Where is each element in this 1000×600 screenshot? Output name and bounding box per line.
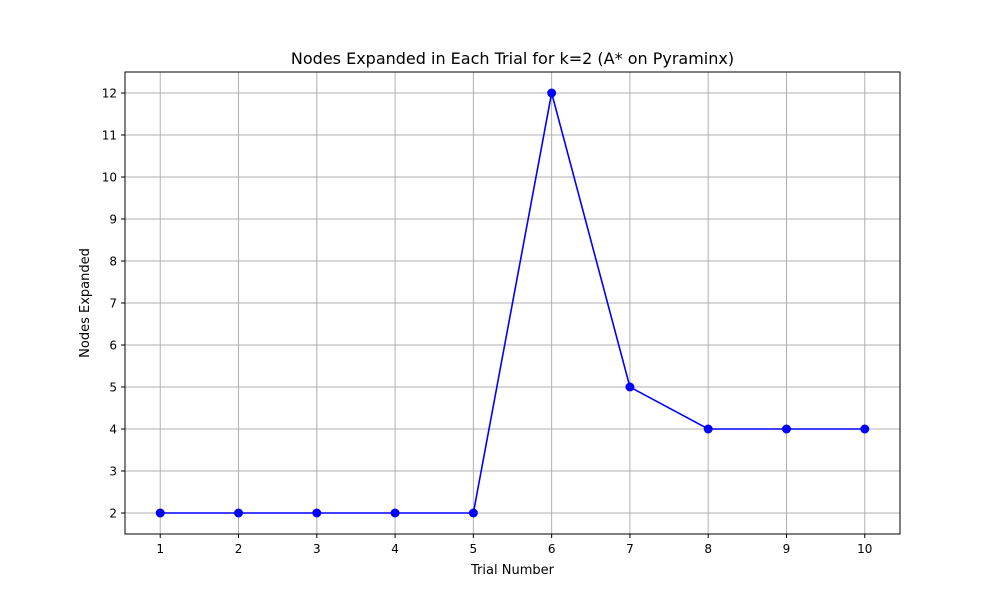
data-point (312, 508, 322, 518)
x-tick-label: 5 (470, 542, 478, 556)
x-tick-label: 8 (704, 542, 712, 556)
x-tick-label: 4 (391, 542, 399, 556)
data-point (703, 424, 713, 434)
data-point (625, 382, 635, 392)
y-tick-label: 11 (102, 129, 117, 143)
x-tick-label: 10 (857, 542, 872, 556)
x-tick-label: 2 (235, 542, 243, 556)
series-line (160, 92, 865, 514)
data-point (234, 508, 244, 518)
y-tick-label: 7 (109, 297, 117, 311)
y-tick-label: 10 (102, 171, 117, 185)
data-point (155, 508, 165, 518)
x-tick-label: 1 (156, 542, 164, 556)
y-tick-label: 9 (109, 213, 117, 227)
x-tick-label: 7 (626, 542, 634, 556)
y-tick-label: 2 (109, 507, 117, 521)
x-tick-label: 9 (783, 542, 791, 556)
plot-frame (124, 71, 901, 535)
series-layer (155, 88, 870, 518)
y-tick-label: 6 (109, 339, 117, 353)
y-axis-label: Nodes Expanded (78, 248, 93, 358)
chart-title: Nodes Expanded in Each Trial for k=2 (A*… (291, 49, 734, 68)
y-tick-label: 4 (109, 423, 117, 437)
y-tick-label: 3 (109, 465, 117, 479)
y-tick-label: 5 (109, 381, 117, 395)
data-point (390, 508, 400, 518)
x-tick-label: 6 (548, 542, 556, 556)
y-tick-label: 12 (102, 87, 117, 101)
x-axis-label: Trial Number (470, 563, 555, 578)
data-point (468, 508, 478, 518)
data-point (781, 424, 791, 434)
data-point (860, 424, 870, 434)
y-tick-label: 8 (109, 255, 117, 269)
x-tick-label: 3 (313, 542, 321, 556)
data-point (547, 88, 557, 98)
